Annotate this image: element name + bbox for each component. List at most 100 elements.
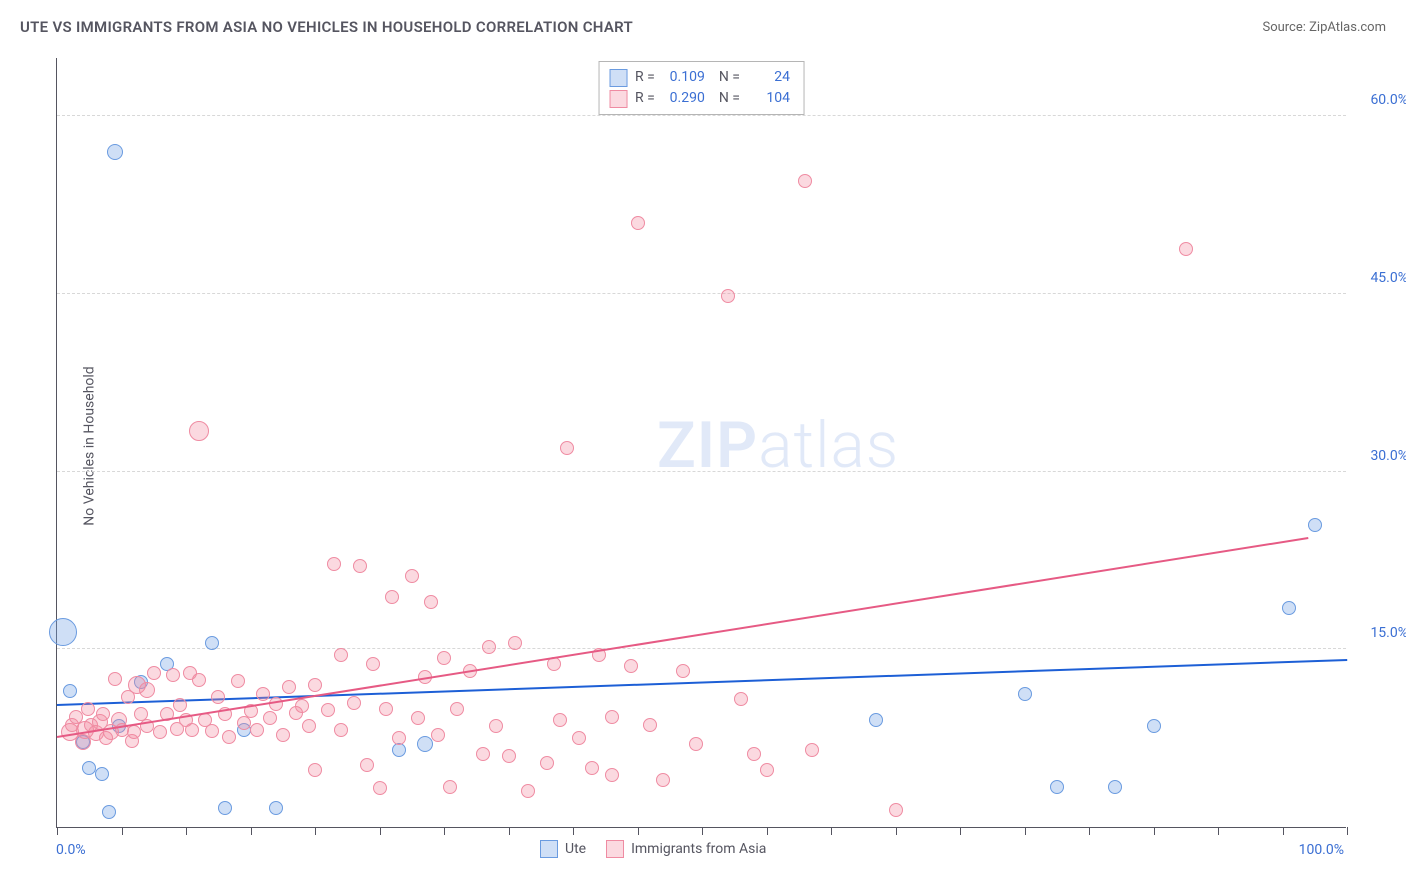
data-point [437, 651, 451, 665]
data-point [1179, 242, 1193, 256]
data-point [308, 678, 322, 692]
data-point [302, 719, 316, 733]
data-point [385, 590, 399, 604]
data-point [360, 758, 374, 772]
x-tick [960, 827, 961, 835]
y-tick-label: 30.0% [1352, 448, 1406, 464]
data-point [108, 672, 122, 686]
data-point [482, 640, 496, 654]
data-point [334, 648, 348, 662]
data-point [173, 698, 187, 712]
data-point [282, 680, 296, 694]
gridline [57, 648, 1346, 649]
x-tick [702, 827, 703, 835]
data-point [63, 684, 77, 698]
data-point [127, 725, 141, 739]
data-point [605, 710, 619, 724]
data-point [96, 707, 110, 721]
data-point [347, 696, 361, 710]
data-point [676, 664, 690, 678]
x-axis-max-label: 100.0% [1299, 842, 1344, 858]
legend-swatch [606, 840, 624, 858]
data-point [450, 702, 464, 716]
data-point [489, 719, 503, 733]
trend-line [57, 659, 1347, 706]
legend-item: Ute [540, 840, 586, 858]
data-point [250, 723, 264, 737]
data-point [334, 723, 348, 737]
y-tick-label: 45.0% [1352, 270, 1406, 286]
x-tick [767, 827, 768, 835]
legend-swatch [609, 69, 627, 87]
data-point [624, 659, 638, 673]
data-point [443, 780, 457, 794]
data-point [263, 711, 277, 725]
data-point [192, 673, 206, 687]
stats-legend: R =0.109N =24R =0.290N =104 [598, 61, 805, 115]
trend-line [57, 537, 1309, 738]
x-tick [573, 827, 574, 835]
data-point [308, 763, 322, 777]
gridline [57, 293, 1346, 294]
gridline [57, 471, 1346, 472]
data-point [417, 736, 433, 752]
x-tick [1025, 827, 1026, 835]
data-point [205, 724, 219, 738]
data-point [353, 559, 367, 573]
x-tick [638, 827, 639, 835]
x-axis-min-label: 0.0% [56, 842, 86, 858]
data-point [721, 289, 735, 303]
x-tick [444, 827, 445, 835]
x-tick [1218, 827, 1219, 835]
data-point [1018, 687, 1032, 701]
data-point [189, 421, 209, 441]
x-tick [1089, 827, 1090, 835]
data-point [572, 731, 586, 745]
data-point [798, 174, 812, 188]
data-point [373, 781, 387, 795]
data-point [166, 668, 180, 682]
scatter-chart: ZIPatlas R =0.109N =24R =0.290N =104 15.… [56, 58, 1346, 828]
legend-swatch [609, 90, 627, 108]
data-point [82, 761, 96, 775]
data-point [643, 718, 657, 732]
data-point [222, 730, 236, 744]
x-tick [251, 827, 252, 835]
data-point [805, 743, 819, 757]
data-point [689, 737, 703, 751]
data-point [656, 773, 670, 787]
data-point [411, 711, 425, 725]
data-point [379, 702, 393, 716]
data-point [502, 749, 516, 763]
data-point [747, 747, 761, 761]
data-point [540, 756, 554, 770]
data-point [211, 690, 225, 704]
x-tick [315, 827, 316, 835]
data-point [1308, 518, 1322, 532]
data-point [107, 144, 123, 160]
data-point [295, 699, 309, 713]
data-point [424, 595, 438, 609]
x-tick [380, 827, 381, 835]
data-point [102, 805, 116, 819]
data-point [205, 636, 219, 650]
data-point [256, 687, 270, 701]
data-point [139, 682, 155, 698]
data-point [560, 441, 574, 455]
x-tick [1283, 827, 1284, 835]
legend-item: Immigrants from Asia [606, 840, 766, 858]
x-tick [122, 827, 123, 835]
data-point [95, 767, 109, 781]
y-tick-label: 60.0% [1352, 92, 1406, 108]
data-point [327, 557, 341, 571]
data-point [1050, 780, 1064, 794]
chart-title: UTE VS IMMIGRANTS FROM ASIA NO VEHICLES … [20, 18, 633, 36]
stats-row: R =0.290N =104 [609, 88, 790, 109]
gridline [57, 115, 1346, 116]
data-point [269, 801, 283, 815]
bottom-legend: Ute Immigrants from Asia [540, 840, 766, 858]
x-tick [57, 827, 58, 835]
x-tick [831, 827, 832, 835]
data-point [553, 713, 567, 727]
data-point [276, 728, 290, 742]
